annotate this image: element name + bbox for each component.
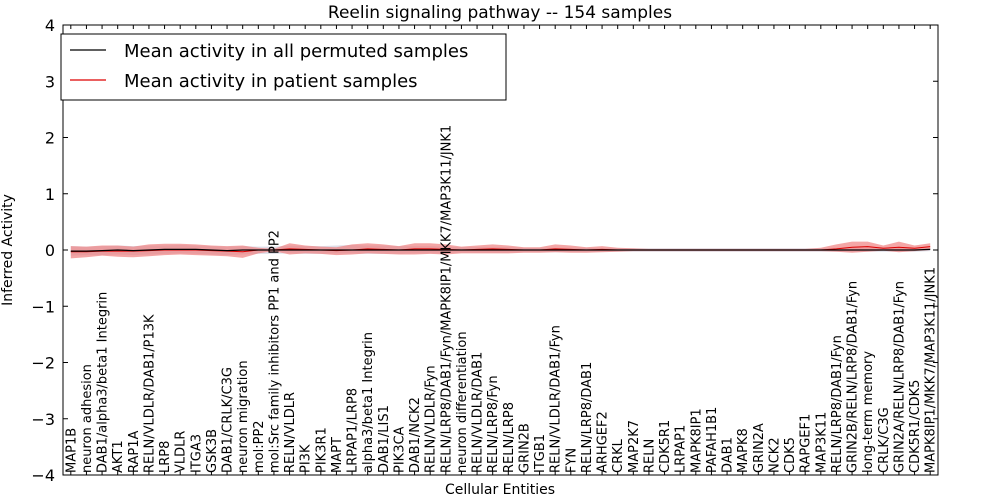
x-tick-label: PAFAH1B1 bbox=[705, 407, 720, 473]
x-tick-label: FYN bbox=[564, 448, 579, 473]
x-tick-label: mol:PP2 bbox=[252, 420, 267, 473]
y-axis: −4 −3 −2 −1 0 1 2 3 4 bbox=[31, 16, 938, 485]
x-tick-label: DAB1/LIS1 bbox=[377, 405, 392, 473]
x-tick-label: RELN/LRP8/Fyn bbox=[486, 375, 501, 473]
x-tick-label: GRIN2B/RELN/LRP8/DAB1/Fyn bbox=[846, 281, 861, 473]
x-tick-label: DAB1/NCK2 bbox=[408, 397, 423, 473]
x-tick-label: MAPT bbox=[330, 437, 345, 473]
x-tick-label: RELN/LRP8/DAB1 bbox=[580, 362, 595, 473]
y-tick-label: −1 bbox=[31, 297, 55, 316]
x-tick-label: ITGB1 bbox=[533, 434, 548, 473]
x-tick-label: PIK3CA bbox=[392, 426, 407, 473]
x-tick-label: neuron differentiation bbox=[455, 331, 470, 473]
x-tick-label: GSK3B bbox=[205, 429, 220, 473]
y-tick-label: −4 bbox=[31, 466, 55, 485]
x-tick-label: neuron adhesion bbox=[80, 364, 95, 473]
x-tick-label: CDK5R1 bbox=[658, 420, 673, 473]
x-axis: MAP1B neuron adhesion DAB1/alpha3/beta1 In… bbox=[64, 25, 939, 475]
x-tick-label: CDK5 bbox=[783, 437, 798, 473]
x-tick-label: GRIN2A bbox=[752, 423, 767, 473]
x-tick-label: RAPGEF1 bbox=[799, 414, 814, 473]
x-tick-label: RAP1A bbox=[127, 430, 142, 473]
y-tick-label: 2 bbox=[45, 129, 55, 148]
x-tick-label: VLDLR bbox=[174, 431, 189, 473]
x-tick-label: AKT1 bbox=[111, 440, 126, 473]
legend-label-patient: Mean activity in patient samples bbox=[124, 71, 418, 92]
x-tick-label: MAP1B bbox=[64, 428, 79, 473]
x-tick-label: mol:Src family inhibitors PP1 and PP2 bbox=[267, 230, 282, 473]
x-tick-label: RELN/VLDLR/DAB1/P13K bbox=[142, 314, 157, 473]
y-tick-label: 3 bbox=[45, 72, 55, 91]
x-tick-label: RELN/VLDLR/Fyn bbox=[424, 365, 439, 473]
x-tick-label: RELN/VLDLR/DAB1 bbox=[471, 352, 486, 473]
x-tick-label: MAP2K7 bbox=[627, 420, 642, 473]
legend-box bbox=[60, 33, 507, 101]
x-tick-label: RELN bbox=[642, 439, 657, 473]
x-tick-label: PI3K bbox=[299, 444, 314, 473]
chart-title: Reelin signaling pathway -- 154 samples bbox=[328, 3, 672, 23]
x-tick-label: PIK3R1 bbox=[314, 427, 329, 473]
y-tick-label: −3 bbox=[31, 410, 55, 429]
y-tick-label: 4 bbox=[45, 16, 55, 35]
x-tick-label: GRIN2B bbox=[517, 423, 532, 473]
y-tick-label: 0 bbox=[45, 241, 55, 260]
x-tick-label: CDK5R1/CDK5 bbox=[908, 380, 923, 473]
x-tick-label: long-term memory bbox=[861, 351, 876, 473]
x-tick-label: MAPK8 bbox=[736, 428, 751, 473]
x-tick-label: LRP8 bbox=[158, 441, 173, 473]
x-tick-label: GRIN2A/RELN/LRP8/DAB1/Fyn bbox=[892, 281, 907, 473]
x-tick-label: LRPAP1 bbox=[674, 425, 689, 473]
x-tick-label: RELN/LRP8/DAB1/Fyn bbox=[830, 335, 845, 473]
plot-frame bbox=[62, 24, 939, 476]
x-tick-label: DAB1 bbox=[721, 437, 736, 473]
x-tick-label: RELN/LRP8/DAB1/Fyn/MAPK8IP1/MKK7/MAP3K11… bbox=[439, 125, 454, 473]
x-tick-label: DAB1/alpha3/beta1 Integrin bbox=[96, 292, 111, 473]
x-tick-label: RELN/VLDLR bbox=[283, 392, 298, 473]
x-tick-label: ITGA3 bbox=[189, 434, 204, 473]
x-tick-label: MAPK8IP1/MKK7/MAP3K11/JNK1 bbox=[924, 267, 939, 473]
series-lines bbox=[70, 246, 931, 253]
x-tick-label: DAB1/CRLK/C3G bbox=[221, 367, 236, 473]
x-tick-label: MAPK8IP1 bbox=[689, 408, 704, 473]
x-tick-label: ARHGEF2 bbox=[596, 411, 611, 473]
x-tick-label: MAP3K11 bbox=[814, 412, 829, 473]
x-tick-label: alpha3/beta1 Integrin bbox=[361, 332, 376, 473]
legend: Mean activity in all permuted samples Me… bbox=[60, 33, 507, 101]
y-axis-label: Inferred Activity bbox=[0, 194, 16, 306]
x-tick-label: RELN/LRP8 bbox=[502, 402, 517, 473]
x-tick-label: NCK2 bbox=[767, 437, 782, 473]
x-tick-label: neuron migration bbox=[236, 360, 251, 473]
x-tick-label: CRLK/C3G bbox=[877, 407, 892, 473]
line-series-0 bbox=[70, 248, 931, 252]
x-tick-label: LRPAP1/LRP8 bbox=[346, 388, 361, 473]
x-axis-label: Cellular Entities bbox=[445, 482, 555, 498]
x-tick-label: RELN/VLDLR/DAB1/Fyn bbox=[549, 325, 564, 473]
legend-label-permuted: Mean activity in all permuted samples bbox=[124, 41, 468, 62]
y-tick-label: −2 bbox=[31, 354, 55, 373]
y-tick-label: 1 bbox=[45, 185, 55, 204]
x-tick-label: CRKL bbox=[611, 438, 626, 473]
